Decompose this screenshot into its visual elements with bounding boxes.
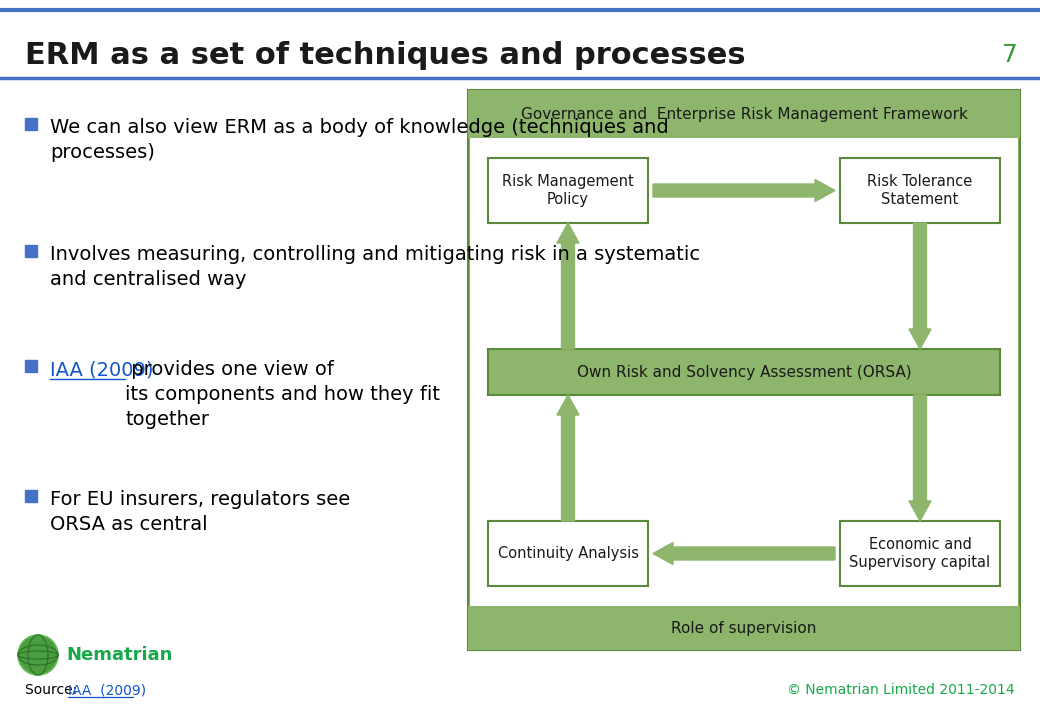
Bar (25, 245, 37, 257)
Text: provides one view of
its components and how they fit
together: provides one view of its components and … (125, 360, 440, 429)
Polygon shape (653, 542, 835, 564)
Polygon shape (909, 395, 931, 521)
Text: IAA  (2009): IAA (2009) (68, 683, 147, 697)
Polygon shape (909, 223, 931, 349)
Bar (840, 158, 1000, 223)
Polygon shape (557, 395, 579, 521)
Text: Own Risk and Solvency Assessment (ORSA): Own Risk and Solvency Assessment (ORSA) (577, 364, 911, 379)
Text: ERM as a set of techniques and processes: ERM as a set of techniques and processes (25, 40, 746, 70)
Text: Nematrian: Nematrian (66, 646, 173, 664)
Polygon shape (653, 179, 835, 202)
Bar (468, 90, 1020, 138)
Polygon shape (557, 223, 579, 349)
Text: Role of supervision: Role of supervision (671, 621, 816, 636)
Bar (488, 521, 648, 586)
Text: Involves measuring, controlling and mitigating risk in a systematic
and centrali: Involves measuring, controlling and miti… (50, 245, 700, 289)
Text: Continuity Analysis: Continuity Analysis (497, 546, 639, 561)
Bar (488, 349, 1000, 395)
Text: © Nematrian Limited 2011-2014: © Nematrian Limited 2011-2014 (787, 683, 1015, 697)
Text: Economic and
Supervisory capital: Economic and Supervisory capital (850, 536, 990, 570)
Circle shape (18, 635, 58, 675)
Text: Source:: Source: (25, 683, 81, 697)
Text: Risk Management
Policy: Risk Management Policy (502, 174, 633, 207)
Bar (470, 138, 1018, 606)
Text: For EU insurers, regulators see
ORSA as central: For EU insurers, regulators see ORSA as … (50, 490, 350, 534)
Bar (25, 490, 37, 502)
Text: IAA (2009): IAA (2009) (50, 360, 154, 379)
Bar (468, 90, 1020, 650)
Circle shape (18, 635, 58, 675)
Text: 7: 7 (1003, 43, 1018, 67)
Bar (25, 118, 37, 130)
Bar (488, 158, 648, 223)
Bar (840, 521, 1000, 586)
Bar (25, 360, 37, 372)
Text: Governance and  Enterprise Risk Management Framework: Governance and Enterprise Risk Managemen… (521, 107, 967, 122)
Bar (468, 606, 1020, 650)
Text: We can also view ERM as a body of knowledge (techniques and
processes): We can also view ERM as a body of knowle… (50, 118, 669, 162)
Text: Risk Tolerance
Statement: Risk Tolerance Statement (867, 174, 972, 207)
